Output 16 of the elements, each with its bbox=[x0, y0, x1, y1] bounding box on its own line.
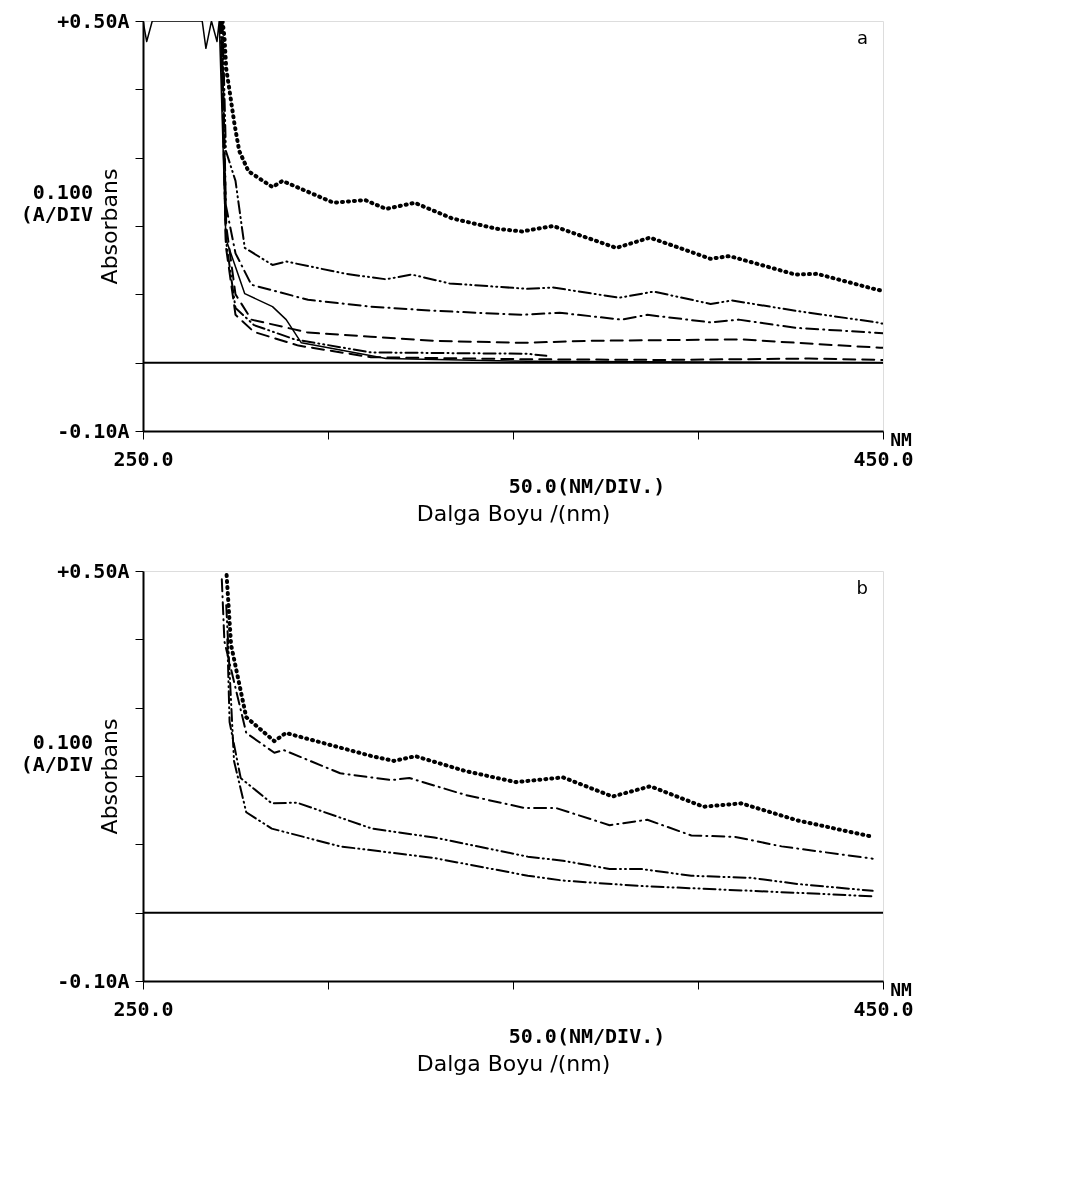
y-axis-title: Absorbans bbox=[96, 168, 122, 285]
x-axis-title: Dalga Boyu /(nm) bbox=[416, 500, 611, 526]
text: 0.100 (A/DIV bbox=[20, 180, 93, 227]
text: 0.100 (A/DIV bbox=[20, 730, 93, 777]
y-tick-label: -0.10A bbox=[57, 968, 130, 993]
annotation: b bbox=[856, 577, 868, 598]
y-tick-label: +0.50A bbox=[57, 8, 130, 33]
x-tick-label: 250.0 bbox=[113, 996, 174, 1021]
annotation: a bbox=[856, 27, 868, 48]
y-axis-title: Absorbans bbox=[96, 718, 122, 835]
y-tick-label: +0.50A bbox=[57, 558, 130, 583]
x-axis-title: Dalga Boyu /(nm) bbox=[416, 1050, 611, 1076]
text: 50.0(NM/DIV.) bbox=[508, 474, 666, 498]
x-tick-label: 250.0 bbox=[113, 446, 174, 471]
y-tick-label: -0.10A bbox=[57, 418, 130, 443]
text: 50.0(NM/DIV.) bbox=[508, 1024, 666, 1048]
